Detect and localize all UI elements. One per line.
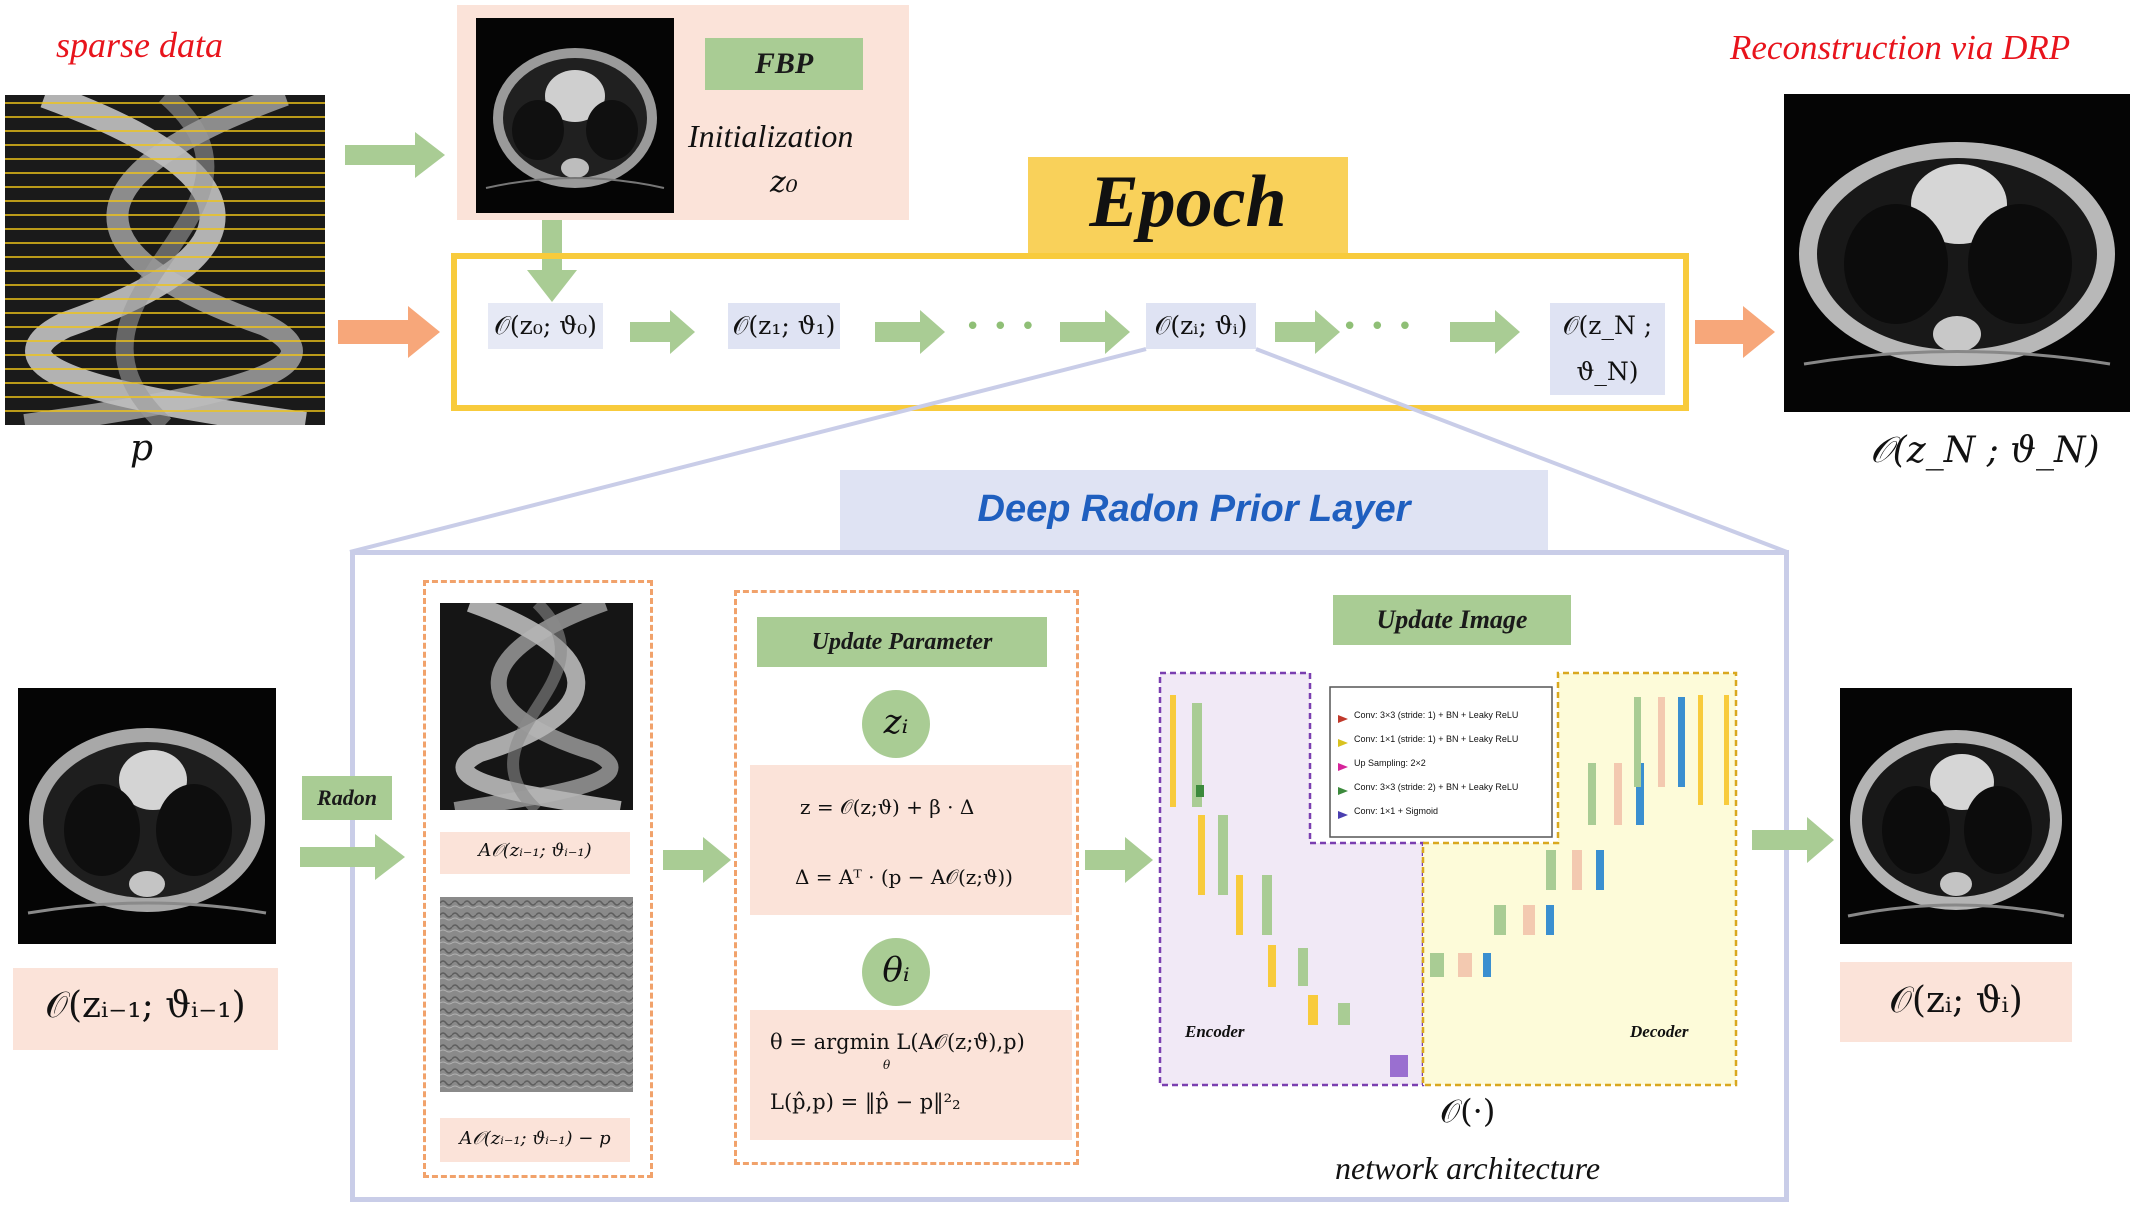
projection-label-box: [440, 832, 630, 874]
sparse-projection-lines: [5, 102, 325, 412]
output-label-box: [1840, 962, 2072, 1042]
theta-eq-sub: θ: [883, 1058, 891, 1072]
input-ct-image: [18, 688, 276, 944]
update-parameter-column: [734, 590, 1079, 1165]
radon-arrow: [300, 834, 405, 880]
epoch-label: Epoch: [1089, 161, 1287, 243]
legend-item-0: Conv: 3×3 (stride: 1) + BN + Leaky ReLU: [1354, 710, 1519, 720]
zi-circle: zᵢ: [862, 690, 930, 758]
chain-node-N: 𝒪(z_N ; ϑ_N): [1550, 303, 1665, 395]
delta-eq: Δ = Aᵀ · (p − A𝒪(z;ϑ)): [795, 865, 1013, 889]
residual-label: A𝒪(zᵢ₋₁; ϑᵢ₋₁) − p: [459, 1128, 611, 1149]
theta-eq: θ = argmin L(A𝒪(z;ϑ),p): [770, 1030, 1025, 1054]
epoch-label-box: [1028, 157, 1348, 255]
z-update-box: [750, 765, 1072, 915]
projection-sinogram-image: [440, 603, 633, 810]
reconstruction-label: Reconstruction via DRP: [1730, 28, 2071, 67]
theta-update-box: [750, 1010, 1072, 1140]
initialization-label: Initialization: [688, 118, 854, 154]
reconstruction-output-label: 𝒪(z_N ; ϑ_N): [1870, 430, 2100, 471]
residual-image: [440, 897, 633, 1092]
z-update-eq: z = 𝒪(z;ϑ) + β · Δ: [800, 795, 975, 819]
drp-layer-title-box: [840, 470, 1548, 552]
fbp-ct-image: [476, 18, 674, 213]
encoder-label: Encoder: [1185, 1022, 1245, 1041]
drp-layer-title: Deep Radon Prior Layer: [977, 488, 1411, 530]
input-label-box: [13, 968, 278, 1050]
epoch-frame: [451, 253, 1689, 411]
reconstruction-ct-image: [1784, 94, 2130, 412]
network-blocks: [1170, 695, 1729, 1077]
update-parameter-label: Update Parameter: [757, 617, 1047, 667]
arrow-to-update-param: [663, 837, 731, 883]
network-architecture-diagram: [1158, 671, 1738, 1087]
arrow-to-network: [1085, 837, 1153, 883]
drp-layer-frame: [350, 550, 1789, 1202]
sparse-data-label: sparse data: [56, 25, 224, 65]
chain-node-1: 𝒪(z₁; ϑ₁): [728, 303, 840, 349]
arrow-to-fbp: [345, 132, 445, 178]
output-ct-image: [1840, 688, 2072, 944]
projection-column: [423, 580, 653, 1178]
input-label: 𝒪(zᵢ₋₁; ϑᵢ₋₁): [45, 985, 246, 1026]
z0-label: z₀: [770, 165, 798, 200]
fbp-label: FBP: [705, 38, 863, 90]
arrow-to-output: [1752, 817, 1834, 863]
network-caption: network architecture: [1335, 1150, 1601, 1186]
legend-item-3: Conv: 3×3 (stride: 2) + BN + Leaky ReLU: [1354, 782, 1519, 792]
chain-dots-2: • • •: [1342, 312, 1415, 342]
chain-dots-1: • • •: [965, 312, 1038, 342]
radon-label: Radon: [302, 776, 392, 820]
legend-item-2: Up Sampling: 2×2: [1354, 758, 1426, 768]
residual-label-box: [440, 1118, 630, 1162]
thetai-circle: θᵢ: [862, 938, 930, 1006]
loss-eq: L(p̂,p) = ‖p̂ − p‖²₂: [770, 1090, 961, 1114]
chain-node-i: 𝒪(zᵢ; ϑᵢ): [1146, 303, 1256, 349]
sparse-sinogram-image: [5, 95, 325, 425]
legend-item-4: Conv: 1×1 + Sigmoid: [1354, 806, 1439, 816]
chain-node-0: 𝒪(z₀; ϑ₀): [488, 303, 603, 349]
decoder-label: Decoder: [1630, 1022, 1689, 1041]
legend-item-1: Conv: 1×1 (stride: 1) + BN + Leaky ReLU: [1354, 734, 1519, 744]
output-label: 𝒪(zᵢ; ϑᵢ): [1889, 980, 2023, 1021]
projection-label: A𝒪(zᵢ₋₁; ϑᵢ₋₁): [478, 840, 592, 861]
p-label: p: [130, 428, 154, 469]
chain-arrows: [338, 306, 1775, 358]
update-image-label: Update Image: [1333, 595, 1571, 645]
network-operator-label: 𝒪(·): [1440, 1092, 1496, 1130]
